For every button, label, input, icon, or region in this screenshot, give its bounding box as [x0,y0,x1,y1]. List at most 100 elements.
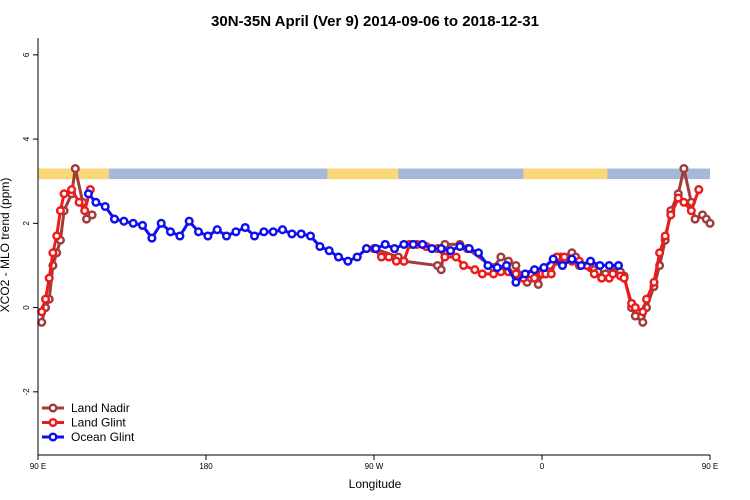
data-point [459,260,469,271]
data-point [613,260,624,271]
data-point [557,260,568,271]
legend-label: Ocean Glint [71,430,135,444]
data-point [470,265,480,275]
data-point [649,277,659,287]
data-point [585,256,596,266]
legend-item: Land Nadir [42,401,130,415]
data-point [520,269,530,279]
data-point [203,231,213,241]
data-point [641,294,652,304]
data-point [74,197,84,207]
data-point [109,214,120,224]
data-point [391,256,401,266]
data-point [240,222,250,233]
legend-item: Land Glint [42,416,126,430]
data-point [361,244,372,254]
data-point [119,216,129,226]
data-point [249,231,260,241]
data-point [608,269,618,279]
data-point [389,244,400,254]
x-tick-label: 90 W [365,462,384,471]
data-point [686,206,696,216]
data-point [655,248,665,258]
data-point [546,269,556,279]
data-point [559,252,569,262]
data-point [156,218,166,228]
data-point [277,225,288,235]
data-point [492,263,502,273]
x-tick-label: 0 [540,462,545,471]
data-point [529,265,540,275]
data-point [352,252,362,262]
data-point [81,214,92,224]
data-point [483,260,493,271]
data-point [679,197,689,207]
data-point [445,246,456,256]
x-tick-label: 90 E [702,462,718,471]
data-point [399,239,409,249]
data-point [511,277,521,287]
data-point [333,252,344,262]
data-point [48,248,58,258]
data-point [440,252,450,262]
data-point [59,189,69,199]
data-point [137,220,148,230]
data-point [473,248,484,258]
data-point [399,256,409,266]
data-point [576,260,586,271]
y-tick-label: 6 [22,52,31,57]
data-point [666,210,676,220]
data-point [100,201,110,212]
data-point [427,244,437,254]
data-point [604,260,614,271]
legend-swatch-marker [48,432,58,442]
data-point [343,256,353,266]
data-point [638,317,648,327]
data-point [673,193,683,203]
data-point [539,263,549,273]
data-point [259,227,269,237]
data-point [83,189,93,199]
data-point [436,265,446,275]
data-point [595,260,605,271]
data-point [37,307,47,317]
legend-item: Ocean Glint [42,430,135,444]
data-point [128,218,138,228]
data-point [567,254,577,264]
legend-swatch-marker [48,403,58,413]
series-line [87,192,619,285]
data-point [496,252,506,262]
legend-swatch-marker [48,417,58,428]
data-point [40,294,51,304]
x-axis-label: Longitude [349,477,402,491]
data-point [296,229,306,239]
x-tick-label: 90 E [30,462,46,471]
data-point [384,252,394,262]
data-point [184,216,194,226]
data-point [315,241,325,252]
land-ocean-strip [38,168,710,180]
data-point [221,231,232,241]
data-point [455,241,465,252]
x-tick-label: 180 [199,462,213,471]
series-line [372,189,701,315]
data-point [376,252,387,262]
data-point [37,317,47,327]
y-axis-label: XCO2 - MLO trend (ppm) [0,178,12,313]
data-point [548,254,558,264]
data-point [87,210,97,220]
data-point [477,269,487,279]
data-point [80,206,90,216]
data-point [380,239,390,249]
data-point [91,197,101,207]
data-point [147,233,157,243]
data-point [268,227,278,237]
data-point [501,260,512,271]
data-point [70,164,80,174]
data-point [511,260,521,271]
data-point [464,244,474,254]
data-point [408,239,418,249]
data-point [231,227,241,237]
data-point [55,206,65,216]
data-point [705,218,715,228]
